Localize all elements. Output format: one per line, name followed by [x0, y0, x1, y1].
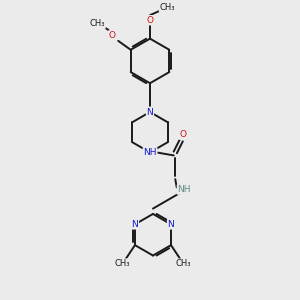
Text: CH₃: CH₃	[176, 259, 191, 268]
Text: O: O	[179, 130, 186, 139]
Text: CH₃: CH₃	[90, 19, 105, 28]
Text: O: O	[146, 16, 154, 25]
Text: N: N	[147, 107, 153, 116]
Text: NH: NH	[143, 148, 157, 157]
Text: N: N	[168, 220, 174, 229]
Text: N: N	[132, 220, 138, 229]
Text: O: O	[109, 31, 116, 40]
Text: CH₃: CH₃	[115, 259, 130, 268]
Text: CH₃: CH₃	[160, 3, 175, 12]
Text: NH: NH	[177, 185, 191, 194]
